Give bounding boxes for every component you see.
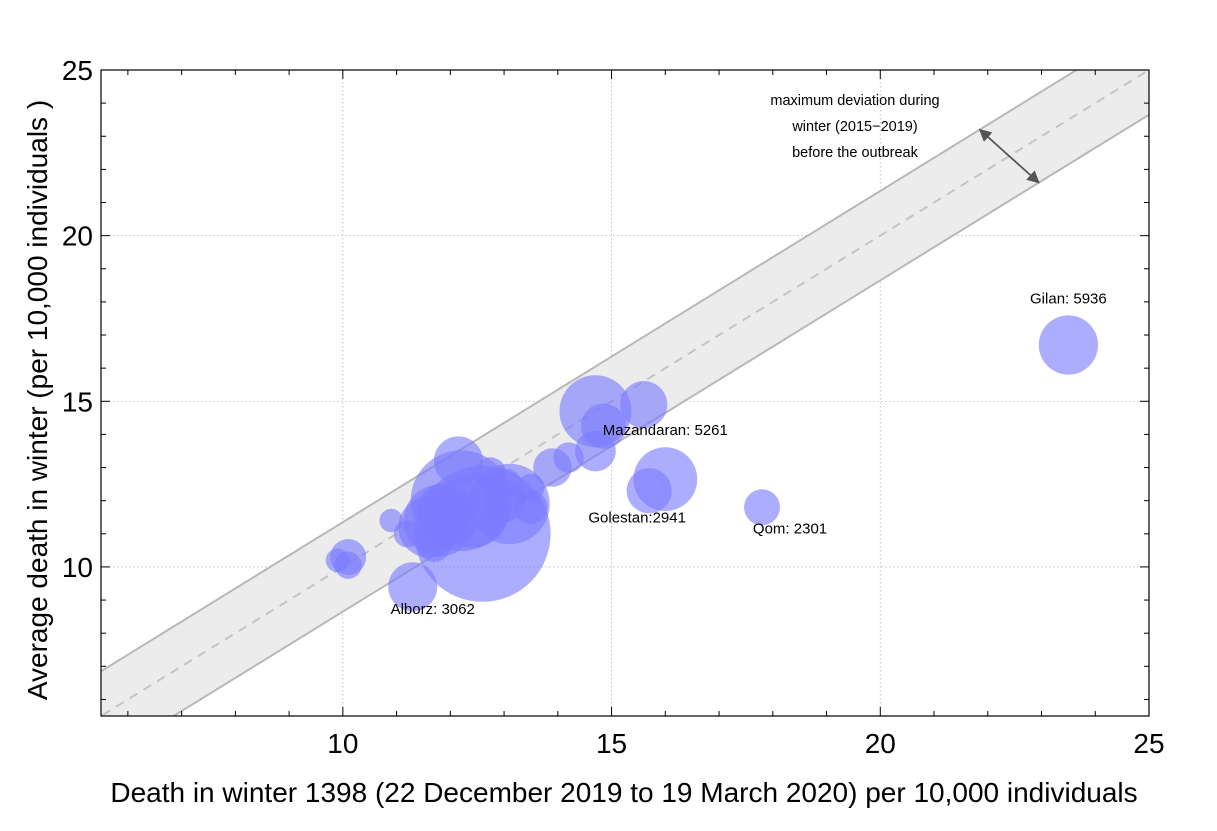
data-point <box>620 381 668 429</box>
data-point <box>416 482 473 539</box>
y-tick-label: 10 <box>62 552 93 583</box>
point-labels: Golestan:2941 Mazandaran: 5261 Alborz: 306… <box>391 290 1107 617</box>
x-axis-title: Death in winter 1398 (22 December 2019 t… <box>110 777 1137 808</box>
data-point <box>514 490 548 524</box>
data-point <box>325 548 350 573</box>
axis-ticks: 10 15 20 25 10 15 20 25 <box>62 55 1165 759</box>
band-upper-edge <box>101 70 1079 673</box>
data-point <box>475 457 506 488</box>
data-point <box>517 473 545 502</box>
data-point <box>388 562 438 612</box>
point-label: Alborz: 3062 <box>391 601 475 618</box>
deviation-arrow <box>978 128 1040 184</box>
y-tick-label: 25 <box>62 55 93 86</box>
y-tick-label: 20 <box>62 221 93 252</box>
deviation-label-line: winter (2015−2019) <box>791 119 917 135</box>
data-point <box>553 442 584 473</box>
point-label: Golestan:2941 <box>588 510 686 527</box>
band-lower-edge <box>171 113 1149 716</box>
y-axis-title: Average death in winter (per 10,000 indi… <box>22 100 53 700</box>
point-label: Mazandaran: 5261 <box>603 422 728 439</box>
data-point <box>379 508 403 533</box>
y-tick-label: 15 <box>62 386 93 417</box>
x-tick-label: 10 <box>327 728 358 759</box>
data-point <box>433 436 483 486</box>
data-point <box>626 468 672 514</box>
plot-frame <box>100 69 1150 717</box>
data-point <box>575 430 616 472</box>
data-points <box>325 315 1099 612</box>
data-point <box>417 528 451 563</box>
deviation-annotation: maximum deviation during winter (2015−201… <box>770 93 1040 184</box>
point-label: Qom: 2301 <box>753 520 827 537</box>
x-tick-label: 15 <box>596 728 627 759</box>
data-point <box>1038 315 1099 375</box>
data-point <box>744 489 781 526</box>
deviation-label-line: maximum deviation during <box>770 93 939 109</box>
point-label: Gilan: 5936 <box>1030 290 1107 307</box>
x-tick-label: 20 <box>865 728 896 759</box>
deviation-label-line: before the outbreak <box>792 145 919 161</box>
x-tick-label: 25 <box>1133 728 1164 759</box>
